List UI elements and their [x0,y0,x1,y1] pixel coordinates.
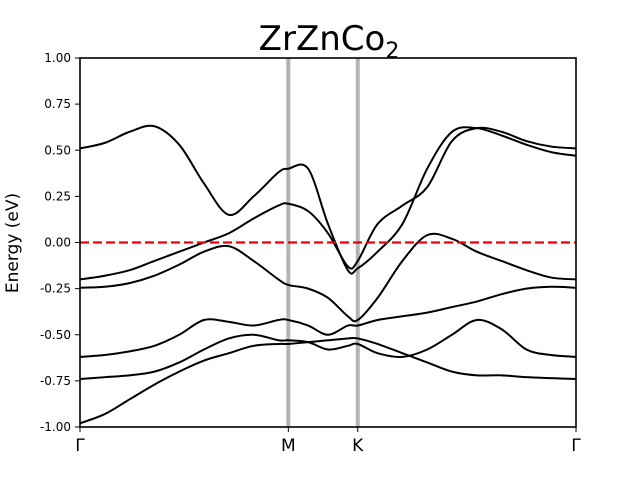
y-axis-ticks: -1.00 -0.75 -0.50 -0.25 0.00 0.25 0.50 0.75 1.00 [40,51,80,434]
y-tick-label: -0.75 [40,374,71,388]
band-line [80,126,576,281]
y-axis-label: Energy (eV) [3,193,23,293]
band-line [80,232,576,323]
y-tick-label: 0.75 [44,97,71,111]
x-tick-label: Γ [75,436,85,456]
band-line [80,124,576,275]
chart-title-subscript: 2 [385,39,399,64]
band-line [80,318,576,381]
y-tick-label: -0.25 [40,282,71,296]
y-tick-label: -1.00 [40,420,71,434]
y-tick-label: 0.25 [44,189,71,203]
y-tick-label: 0.50 [44,143,71,157]
y-tick-label: 1.00 [44,51,71,65]
chart-title-main: ZrZnCo [259,19,386,59]
x-tick-label: K [352,436,364,456]
band-line [80,336,576,425]
y-tick-label: 0.00 [44,236,71,250]
band-line [80,285,576,358]
band-lines [80,124,576,425]
x-tick-label: M [281,436,296,456]
y-tick-label: -0.50 [40,328,71,342]
x-tick-label: Γ [571,436,581,456]
